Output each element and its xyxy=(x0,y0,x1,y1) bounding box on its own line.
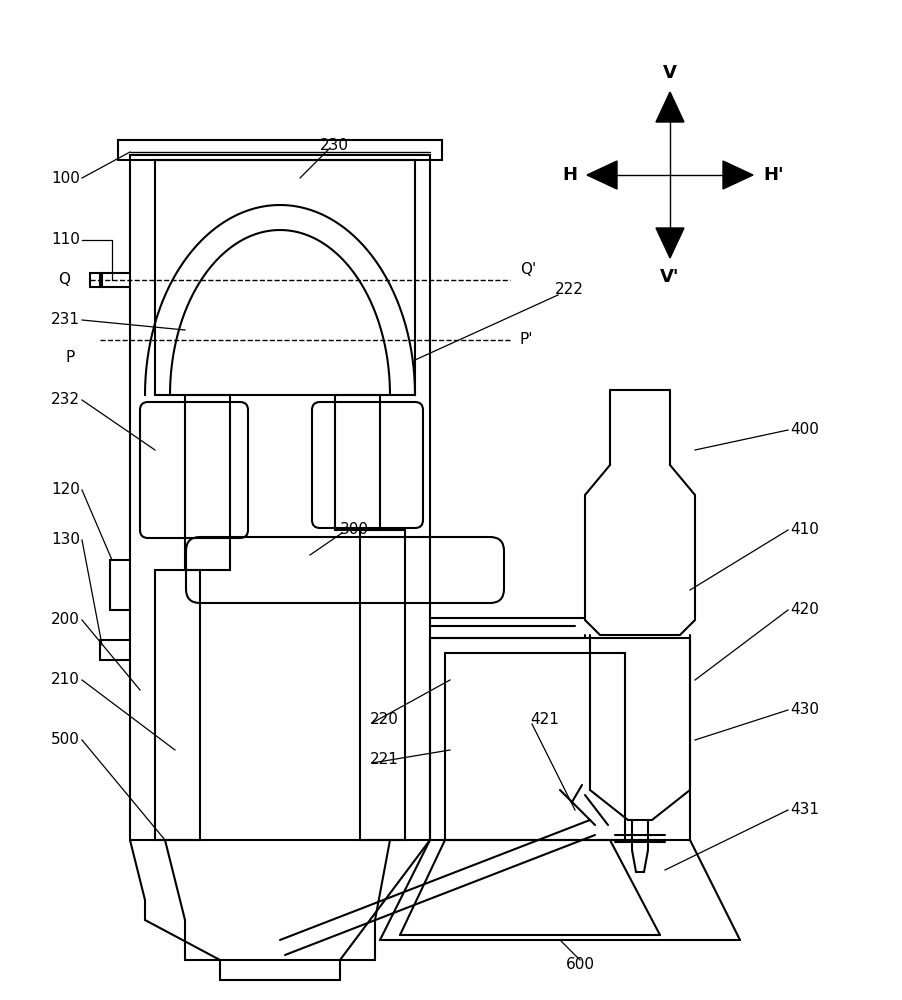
Polygon shape xyxy=(655,92,683,122)
Text: 400: 400 xyxy=(789,422,818,438)
Text: H: H xyxy=(561,166,576,184)
Bar xyxy=(155,570,199,840)
Text: 500: 500 xyxy=(51,732,80,748)
Bar xyxy=(429,638,689,840)
Text: 110: 110 xyxy=(51,232,80,247)
Text: 230: 230 xyxy=(319,138,348,153)
Polygon shape xyxy=(723,161,752,189)
Text: 200: 200 xyxy=(51,612,80,628)
Text: 231: 231 xyxy=(51,312,80,328)
Text: 431: 431 xyxy=(789,802,818,817)
Text: 221: 221 xyxy=(370,752,399,768)
Text: 421: 421 xyxy=(529,712,558,728)
Text: P: P xyxy=(66,351,75,365)
Bar xyxy=(118,140,441,160)
Text: 100: 100 xyxy=(51,171,80,186)
Text: 130: 130 xyxy=(51,532,80,548)
Text: H': H' xyxy=(762,166,783,184)
Text: 430: 430 xyxy=(789,702,818,718)
Text: 220: 220 xyxy=(370,712,399,728)
Text: 222: 222 xyxy=(555,282,584,298)
Text: 300: 300 xyxy=(340,522,369,538)
Text: Q: Q xyxy=(58,272,70,288)
Bar xyxy=(360,530,405,840)
Bar xyxy=(445,653,624,840)
Bar xyxy=(155,160,415,395)
Text: V: V xyxy=(662,64,676,82)
Text: 232: 232 xyxy=(51,392,80,408)
Text: 120: 120 xyxy=(51,483,80,497)
Text: V': V' xyxy=(659,268,679,286)
Text: P': P' xyxy=(520,332,533,348)
Text: 410: 410 xyxy=(789,522,818,538)
Polygon shape xyxy=(655,228,683,258)
Bar xyxy=(335,395,380,530)
Text: 210: 210 xyxy=(51,672,80,688)
Bar xyxy=(185,395,230,570)
Text: 420: 420 xyxy=(789,602,818,617)
Bar xyxy=(130,155,429,840)
Text: Q': Q' xyxy=(520,262,536,277)
Text: 600: 600 xyxy=(565,957,594,972)
Polygon shape xyxy=(586,161,616,189)
Bar xyxy=(90,273,102,287)
